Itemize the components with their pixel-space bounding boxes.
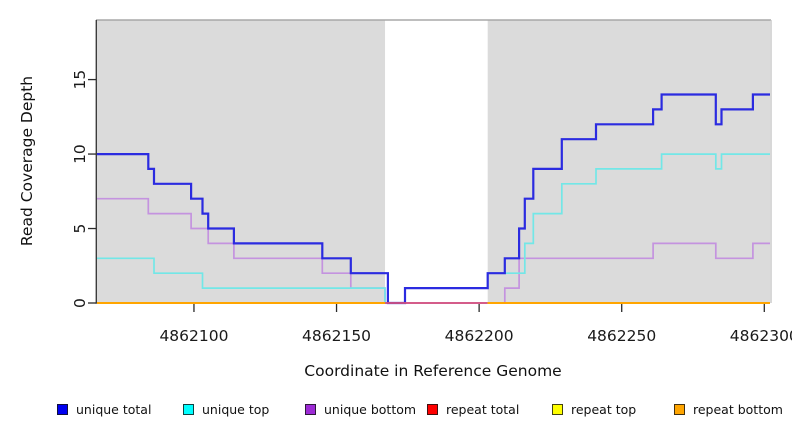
svg-text:5: 5 bbox=[71, 224, 89, 234]
x-axis-title: Coordinate in Reference Genome bbox=[304, 362, 562, 380]
svg-text:4862100: 4862100 bbox=[159, 327, 228, 345]
svg-text:10: 10 bbox=[71, 144, 89, 164]
svg-text:0: 0 bbox=[71, 298, 89, 308]
series-unique-top bbox=[97, 153, 770, 304]
svg-text:15: 15 bbox=[71, 70, 89, 90]
svg-text:4862200: 4862200 bbox=[445, 327, 514, 345]
svg-text:4862150: 4862150 bbox=[302, 327, 371, 345]
svg-text:4862300: 4862300 bbox=[730, 327, 792, 345]
y-axis-title: Read Coverage Depth bbox=[18, 75, 36, 247]
series-unique-total bbox=[97, 93, 770, 305]
svg-text:4862250: 4862250 bbox=[587, 327, 656, 345]
